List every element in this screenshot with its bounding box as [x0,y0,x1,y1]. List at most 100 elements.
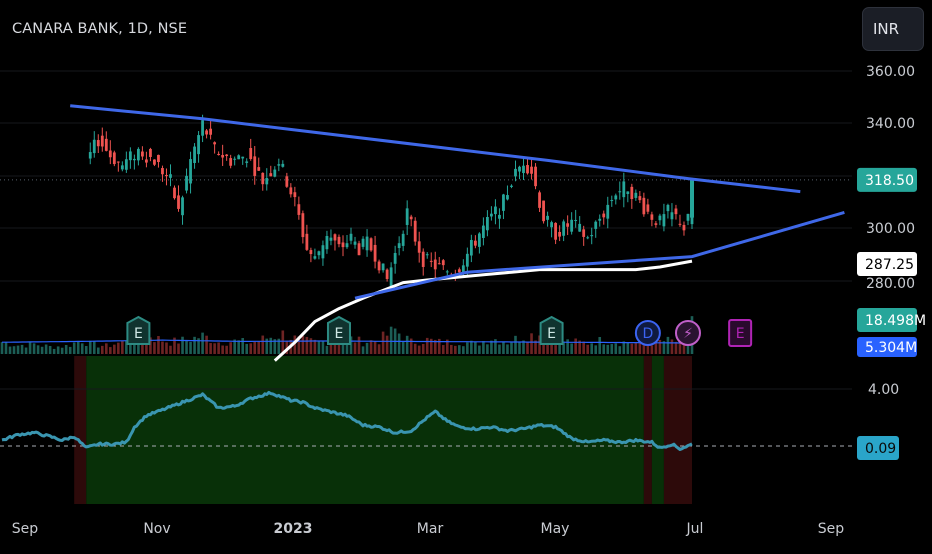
volume-bar [646,342,650,354]
volume-bar [109,347,112,354]
time-tick-label: Sep [818,521,845,537]
candle-body [377,261,381,271]
candle-body [217,153,221,156]
candle-body [437,263,441,265]
volume-bar [369,340,373,354]
candle-body [494,206,497,215]
candle-body [157,154,160,163]
candle-body [297,204,301,215]
volume-bar [129,338,132,354]
candle-body [518,166,521,172]
candle-body [477,233,481,247]
candle-body [586,237,590,239]
volume-bar [193,336,196,354]
volume-bar [421,343,425,354]
volume-bar [121,340,124,354]
candle-body [169,174,172,178]
candle-body [465,253,469,267]
candle-body [638,196,642,201]
candle-body [682,224,686,231]
volume-bar [68,346,72,354]
volume-bar [265,338,269,354]
volume-bar [470,340,473,354]
volume-bar [125,340,128,354]
volume-bar [658,339,662,354]
candle-body [369,238,373,251]
event-marker[interactable]: E [728,319,753,347]
volume-bar [373,341,377,354]
candle-body [646,204,650,212]
volume-bar [574,338,577,354]
currency-button[interactable]: INR [862,7,924,51]
candle-body [578,223,582,232]
volume-bar [486,344,489,354]
volume-bar [80,343,84,354]
volume-bar [269,337,273,354]
candle-body [353,241,357,245]
time-tick-label: Mar [417,521,444,537]
symbol-title: CANARA BANK, 1D, NSE [12,21,188,37]
volume-bar [590,343,594,354]
candle-body [530,166,533,174]
event-marker[interactable]: E [326,315,351,345]
candle-body [618,191,622,193]
candle-body [441,260,445,266]
volume-bar [654,338,658,354]
candle-body [249,148,253,160]
volume-bar [277,338,281,354]
candle-body [108,150,112,158]
event-marker[interactable]: E [539,315,564,345]
event-markers[interactable]: E E E D ⚡ E [126,315,753,347]
volume-bar [313,339,317,354]
ma-badge: 287.25 [865,257,914,273]
volume-bar [413,343,417,354]
volume-bar [594,345,598,354]
event-marker[interactable]: E [126,315,151,345]
volume-bar [113,344,116,354]
volume-bar [197,338,200,354]
candle-body [177,195,180,209]
price-axis[interactable]: 360.00 340.00 300.00 280.00 4.00 [866,64,915,398]
volume-bar [634,342,638,354]
time-axis[interactable]: Sep Nov 2023 Mar May Jul Sep [12,521,845,537]
candle-body [429,260,433,262]
event-marker[interactable]: ⚡ [674,320,701,346]
candle-body [622,181,626,198]
candle-body [546,215,549,220]
volume-bar [409,338,413,354]
time-tick-label: Jul [686,521,704,537]
candle-body [602,213,606,218]
candle-body [598,218,602,221]
trendline-support [354,210,845,300]
candle-body [301,213,305,238]
volume-bar [506,344,509,354]
volume-bar [397,333,401,354]
volume-bar [670,339,674,354]
candle-body [161,168,164,175]
volume-bar [165,342,168,354]
candle-body [594,221,598,229]
volume-bar [626,342,630,354]
volume-bar [582,341,585,354]
volume-bar [377,344,381,354]
volume-bar [445,339,449,354]
indicator-region [74,356,87,504]
volume-bar [100,345,104,354]
candle-body [201,120,204,136]
event-marker[interactable]: D [634,320,661,346]
volume-bar [92,341,96,354]
last-price-badge: 318.50 [865,173,914,189]
candle-body [413,220,417,242]
time-tick-label: May [541,521,570,537]
volume-bar [325,345,329,354]
volume-bar [20,344,24,354]
volume-bar [562,341,565,354]
candle-body [490,213,493,217]
volume-bar [36,345,40,354]
volume-bar [96,347,100,354]
volume-bar [353,342,357,354]
candle-body [197,135,200,155]
volume-bar [221,345,224,354]
